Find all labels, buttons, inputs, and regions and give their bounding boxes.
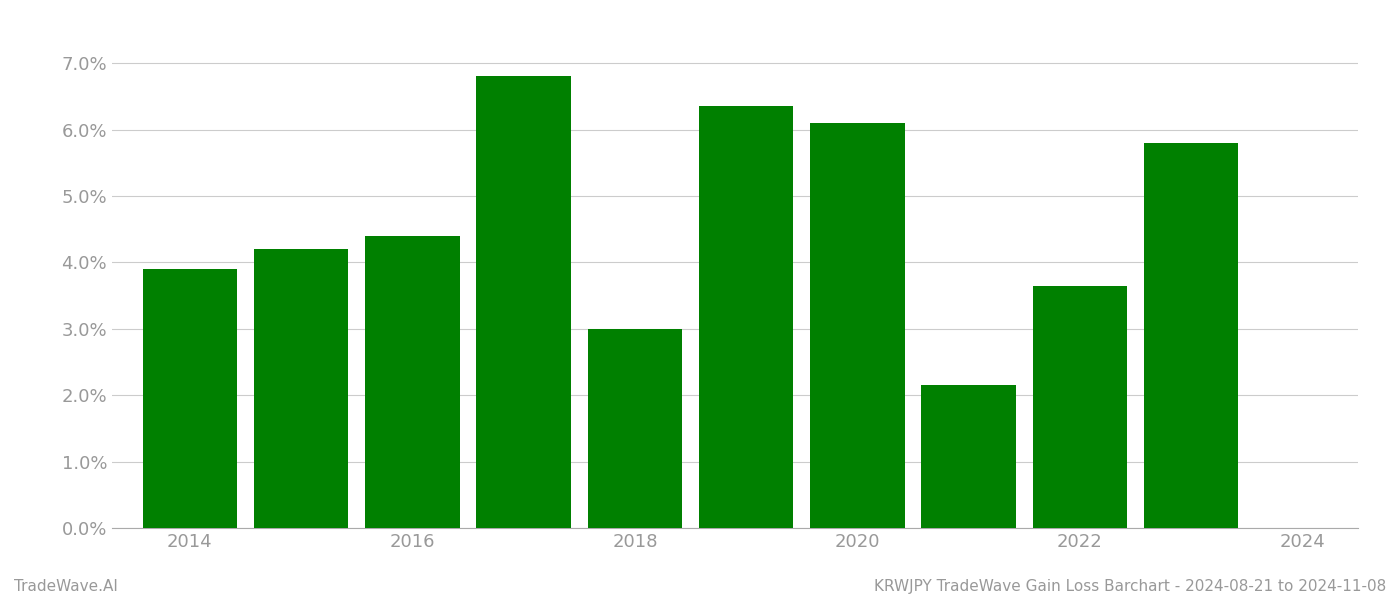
Bar bbox=[811, 123, 904, 528]
Bar bbox=[699, 106, 794, 528]
Text: KRWJPY TradeWave Gain Loss Barchart - 2024-08-21 to 2024-11-08: KRWJPY TradeWave Gain Loss Barchart - 20… bbox=[874, 579, 1386, 594]
Text: TradeWave.AI: TradeWave.AI bbox=[14, 579, 118, 594]
Bar bbox=[588, 329, 682, 528]
Bar bbox=[476, 76, 571, 528]
Bar bbox=[921, 385, 1016, 528]
Bar bbox=[143, 269, 237, 528]
Bar bbox=[1033, 286, 1127, 528]
Bar bbox=[253, 249, 349, 528]
Bar bbox=[365, 236, 459, 528]
Bar bbox=[1144, 143, 1239, 528]
